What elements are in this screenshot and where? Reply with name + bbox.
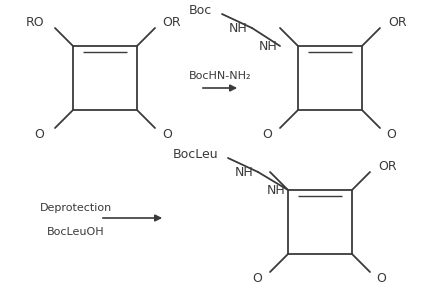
- Text: NH: NH: [259, 40, 278, 53]
- Bar: [298, 46, 362, 110]
- Text: BocHN-NH₂: BocHN-NH₂: [189, 71, 251, 81]
- Text: NH: NH: [229, 21, 248, 34]
- Bar: [288, 190, 352, 254]
- Text: O: O: [34, 127, 44, 140]
- Text: BocLeu: BocLeu: [172, 147, 218, 160]
- Text: Deprotection: Deprotection: [40, 203, 112, 213]
- Text: NH: NH: [267, 184, 286, 197]
- Text: O: O: [162, 127, 172, 140]
- Text: Boc: Boc: [189, 4, 212, 17]
- Text: O: O: [386, 127, 396, 140]
- Text: NH: NH: [235, 165, 254, 178]
- Text: RO: RO: [25, 15, 44, 28]
- Text: O: O: [252, 271, 262, 284]
- Text: OR: OR: [388, 15, 407, 28]
- Text: O: O: [376, 271, 386, 284]
- Text: OR: OR: [162, 15, 181, 28]
- Text: OR: OR: [378, 159, 396, 172]
- Text: O: O: [262, 127, 272, 140]
- Text: BocLeuOH: BocLeuOH: [47, 227, 105, 237]
- Bar: [73, 46, 137, 110]
